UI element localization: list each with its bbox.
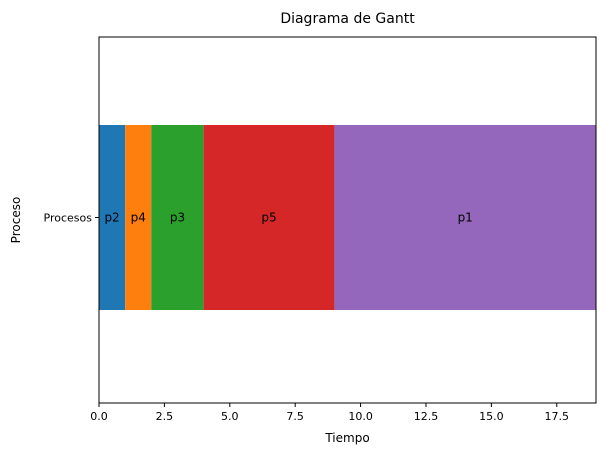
plot-frame xyxy=(98,36,597,404)
x-tick-label: 0.0 xyxy=(90,410,108,423)
bar-label-p3: p3 xyxy=(170,211,185,225)
x-tick-label: 2.5 xyxy=(156,410,174,423)
bar-segment-p1 xyxy=(334,125,596,310)
bar-label-p1: p1 xyxy=(458,211,473,225)
y-axis-label: Proceso xyxy=(9,197,23,244)
x-tick-label: 10.0 xyxy=(348,410,373,423)
x-tick-label: 17.5 xyxy=(545,410,570,423)
chart-title: Diagrama de Gantt xyxy=(280,11,415,27)
bar-segment-p3 xyxy=(151,125,204,310)
x-tick-label: 12.5 xyxy=(414,410,439,423)
y-tick-label: Procesos xyxy=(44,212,93,225)
bar-segment-p2 xyxy=(99,125,126,310)
bar-segment-p5 xyxy=(203,125,335,310)
y-axis-ticks: Procesos xyxy=(44,212,99,225)
x-tick-label: 5.0 xyxy=(221,410,239,423)
bar-labels-layer: p2 p4 p3 p5 p1 xyxy=(104,211,472,225)
x-axis-ticks: 0.0 2.5 5.0 7.5 10.0 12.5 15.0 17.5 xyxy=(90,403,569,423)
x-axis-label: Tiempo xyxy=(324,431,369,445)
x-tick-label: 7.5 xyxy=(286,410,304,423)
bar-label-p4: p4 xyxy=(131,211,146,225)
bar-label-p5: p5 xyxy=(261,211,276,225)
x-tick-label: 15.0 xyxy=(479,410,504,423)
bar-segment-p4 xyxy=(125,125,152,310)
bar-label-p2: p2 xyxy=(104,211,119,225)
bars-layer xyxy=(99,125,596,310)
